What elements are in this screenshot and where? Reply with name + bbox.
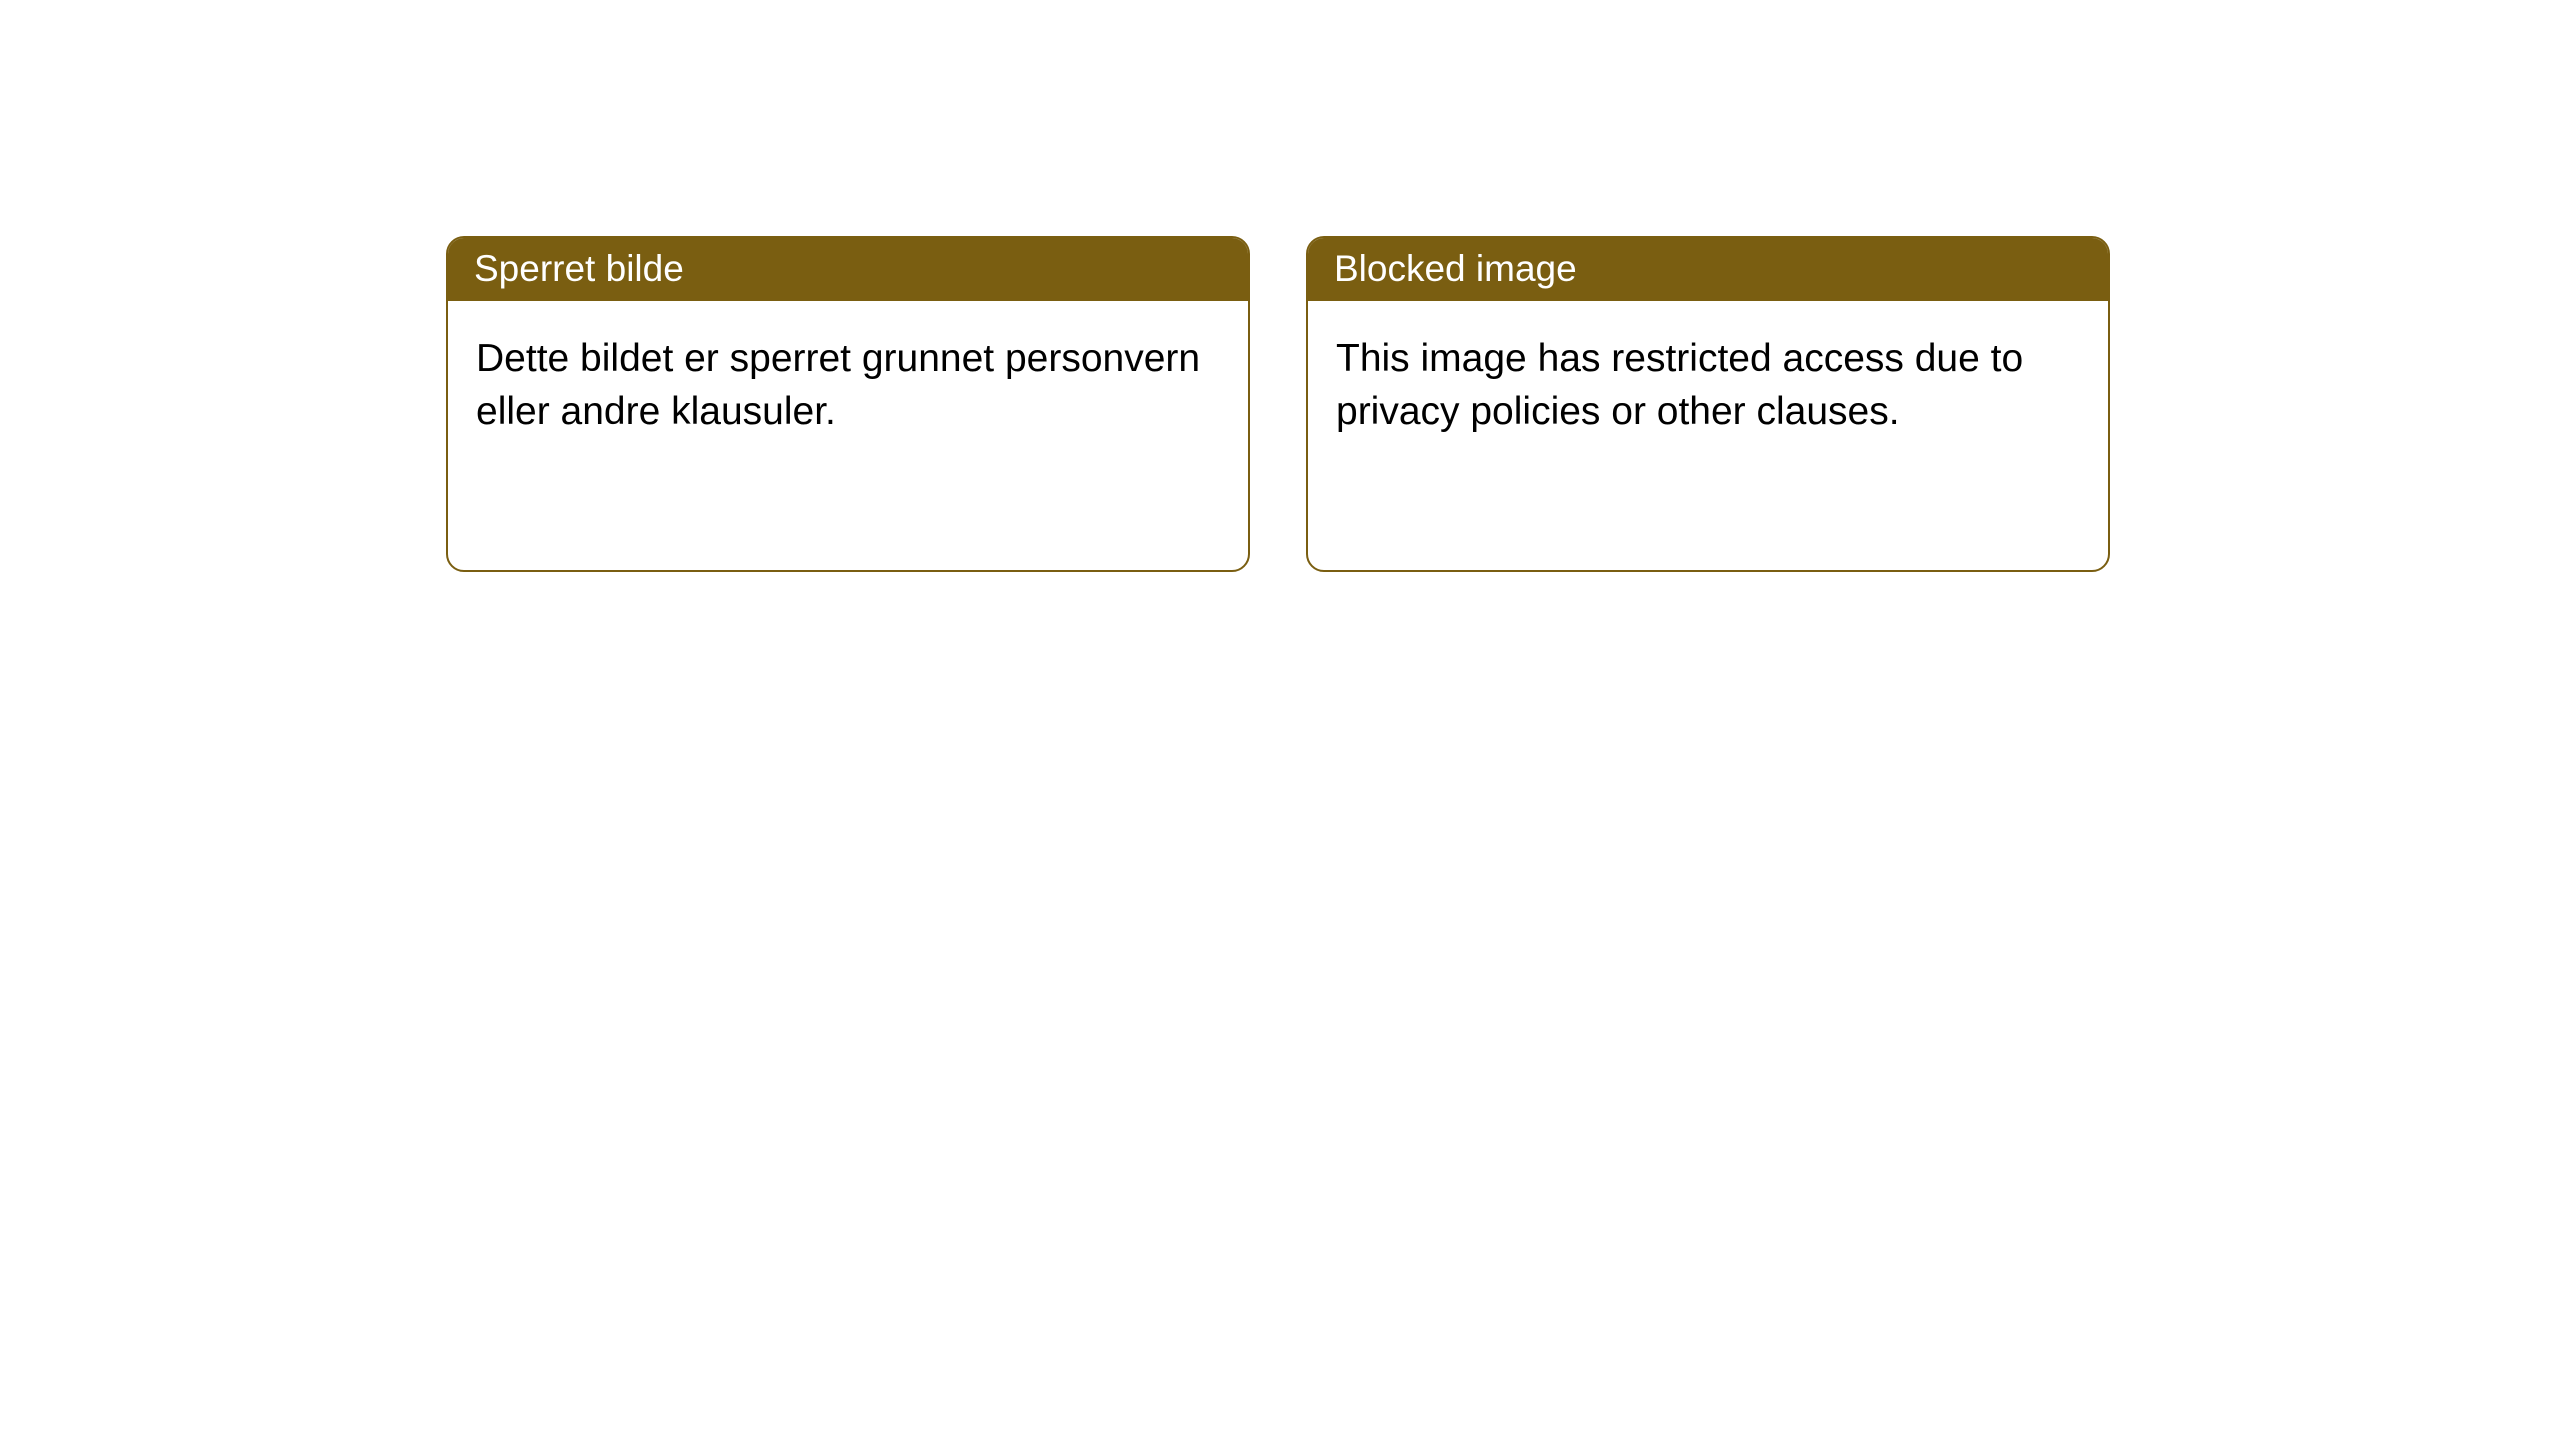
card-title: Blocked image (1334, 248, 1577, 289)
card-body: Dette bildet er sperret grunnet personve… (448, 301, 1248, 470)
notice-container: Sperret bilde Dette bildet er sperret gr… (0, 0, 2560, 572)
notice-card-english: Blocked image This image has restricted … (1306, 236, 2110, 572)
card-header: Sperret bilde (448, 238, 1248, 301)
card-message: Dette bildet er sperret grunnet personve… (476, 337, 1200, 433)
notice-card-norwegian: Sperret bilde Dette bildet er sperret gr… (446, 236, 1250, 572)
card-header: Blocked image (1308, 238, 2108, 301)
card-title: Sperret bilde (474, 248, 684, 289)
card-body: This image has restricted access due to … (1308, 301, 2108, 470)
card-message: This image has restricted access due to … (1336, 337, 2023, 433)
